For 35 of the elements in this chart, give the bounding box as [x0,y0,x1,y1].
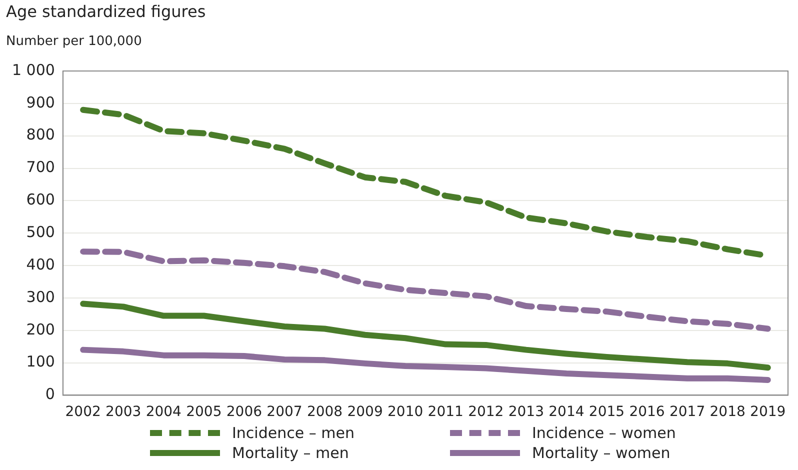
x-tick-label: 2012 [468,404,504,420]
y-tick-label: 200 [26,320,55,338]
x-tick-label: 2017 [669,404,706,420]
chart-subtitle: Number per 100,000 [6,34,142,49]
y-tick-label: 700 [26,158,55,176]
y-tick-label: 500 [26,222,55,241]
x-tick-label: 2011 [428,404,464,420]
legend-label: Incidence – men [232,424,354,442]
x-tick-label: 2009 [347,404,383,420]
chart-title: Age standardized figures [6,2,206,21]
x-tick-label: 2018 [710,404,746,420]
x-tick-label: 2016 [629,404,665,420]
y-tick-label: 300 [26,288,55,306]
y-tick-label: 400 [26,255,55,274]
x-tick-label: 2007 [266,404,302,420]
x-tick-label: 2002 [65,404,101,420]
x-tick-label: 2003 [106,404,142,420]
legend-label: Mortality – women [532,444,670,462]
y-tick-label: 800 [26,126,55,144]
x-tick-label: 2010 [388,404,424,420]
x-tick-label: 2006 [226,404,262,420]
x-tick-label: 2015 [588,404,625,420]
y-tick-label: 600 [26,190,55,209]
x-tick-label: 2014 [548,404,584,420]
x-tick-label: 2008 [306,404,343,420]
y-tick-label: 100 [26,352,55,371]
legend-label: Incidence – women [532,424,676,442]
y-tick-label: 1 000 [12,60,55,79]
y-tick-label: 900 [26,93,55,112]
x-tick-label: 2004 [146,404,182,420]
x-tick-label: 2019 [750,404,786,420]
y-tick-label: 0 [45,385,55,404]
x-tick-label: 2005 [186,404,222,420]
legend-label: Mortality – men [232,444,349,462]
x-tick-label: 2013 [508,404,544,420]
